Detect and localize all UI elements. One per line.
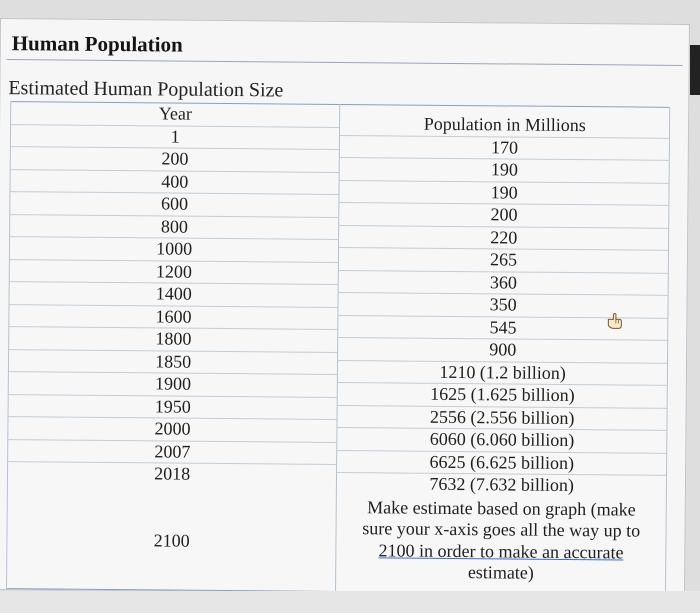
page-title: Human Population: [11, 31, 183, 57]
year-2100: 2100: [153, 530, 190, 551]
year-cell: 1900: [8, 371, 338, 397]
scrollbar-thumb[interactable]: [690, 45, 700, 95]
document-page: Human Population Estimated Human Populat…: [0, 18, 690, 596]
population-cell: 220: [339, 224, 669, 250]
bottom-background: [0, 591, 700, 613]
year-cell: 200: [10, 146, 340, 172]
population-cell: 200: [339, 201, 669, 228]
year-cell: 400: [10, 168, 340, 194]
population-cell: 190: [339, 156, 669, 183]
year-cell: 2007: [8, 438, 337, 464]
year-cell: 2000: [8, 416, 337, 442]
year-cell: 1600: [9, 303, 338, 329]
table-caption: Estimated Human Population Size: [8, 77, 284, 102]
population-table: Year 1 200 400 600 800 1000 1200 1400 1600 1800 18…: [6, 101, 671, 595]
year-column: Year 1 200 400 600 800 1000 1200 1400 1600 1800 18…: [7, 101, 341, 495]
population-cell: 1625 (1.625 billion): [338, 381, 667, 408]
year-cell: 1400: [9, 281, 339, 307]
year-row-2100: 2100: [6, 491, 337, 591]
year-cell: 1850: [8, 348, 338, 374]
population-cell: 7632 (7.632 billion): [337, 471, 667, 498]
note-line-1: Make estimate based on graph (make: [367, 496, 636, 520]
note-line-3: 2100 in order to make an accurate: [378, 539, 624, 562]
hand-pointer-icon: [607, 312, 622, 329]
population-cell: 190: [339, 179, 669, 205]
population-cell: 900: [338, 336, 668, 363]
title-divider: [6, 59, 683, 66]
population-cell: 1210 (1.2 billion): [338, 359, 668, 385]
year-cell: 1: [10, 123, 340, 149]
population-column: Population in Millions 170 190 190 200 220 26…: [336, 104, 670, 498]
population-cell: 2556 (2.556 billion): [337, 404, 667, 430]
year-header: Year: [158, 103, 193, 124]
year-cell: 2018: [7, 461, 337, 487]
population-cell: 6625 (6.625 billion): [337, 449, 667, 475]
year-cell: 600: [10, 191, 339, 217]
note-line-4: estimate): [467, 562, 534, 583]
year-cell: 1200: [9, 258, 339, 284]
note-line-2: sure your x-axis goes all the way up to: [362, 518, 641, 541]
population-cell: 170: [340, 134, 669, 160]
estimate-note: Make estimate based on graph (make sure …: [335, 494, 667, 594]
population-cell: 265: [339, 246, 669, 273]
year-cell: 1950: [8, 393, 338, 419]
year-cell: 1000: [9, 236, 339, 262]
population-cell: 6060 (6.060 billion): [337, 426, 667, 453]
year-list: 1 200 400 600 800 1000 1200 1400 1600 1800 1850 190…: [7, 123, 340, 487]
year-cell: 800: [10, 213, 339, 239]
year-cell: 1800: [9, 326, 338, 352]
population-cell: 360: [338, 269, 668, 295]
population-header: Population in Millions: [423, 113, 586, 136]
